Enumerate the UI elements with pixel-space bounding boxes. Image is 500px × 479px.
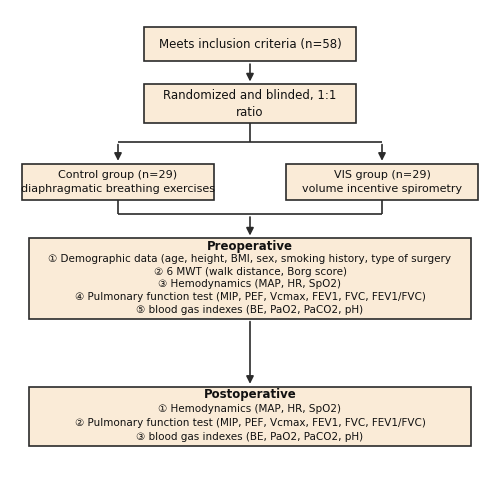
Text: ③ Hemodynamics (MAP, HR, SpO2): ③ Hemodynamics (MAP, HR, SpO2) bbox=[158, 279, 342, 289]
Text: ① Hemodynamics (MAP, HR, SpO2): ① Hemodynamics (MAP, HR, SpO2) bbox=[158, 404, 342, 414]
Text: Meets inclusion criteria (n=58): Meets inclusion criteria (n=58) bbox=[158, 37, 342, 51]
Text: ② Pulmonary function test (MIP, PEF, Vcmax, FEV1, FVC, FEV1/FVC): ② Pulmonary function test (MIP, PEF, Vcm… bbox=[74, 418, 426, 428]
Text: Preoperative: Preoperative bbox=[207, 240, 293, 252]
Bar bbox=[29, 387, 471, 446]
Text: VIS group (n=29)
volume incentive spirometry: VIS group (n=29) volume incentive spirom… bbox=[302, 171, 462, 194]
Text: Postoperative: Postoperative bbox=[204, 388, 296, 401]
Text: ④ Pulmonary function test (MIP, PEF, Vcmax, FEV1, FVC, FEV1/FVC): ④ Pulmonary function test (MIP, PEF, Vcm… bbox=[74, 292, 426, 302]
Bar bbox=[29, 239, 471, 319]
Bar bbox=[286, 164, 478, 200]
Text: ③ blood gas indexes (BE, PaO2, PaCO2, pH): ③ blood gas indexes (BE, PaO2, PaCO2, pH… bbox=[136, 432, 364, 442]
Bar bbox=[144, 84, 356, 124]
Text: Control group (n=29)
diaphragmatic breathing exercises: Control group (n=29) diaphragmatic breat… bbox=[21, 171, 215, 194]
Text: ② 6 MWT (walk distance, Borg score): ② 6 MWT (walk distance, Borg score) bbox=[154, 266, 346, 276]
Bar bbox=[144, 27, 356, 61]
Text: ⑤ blood gas indexes (BE, PaO2, PaCO2, pH): ⑤ blood gas indexes (BE, PaO2, PaCO2, pH… bbox=[136, 305, 364, 315]
Text: Randomized and blinded, 1:1
ratio: Randomized and blinded, 1:1 ratio bbox=[164, 89, 336, 119]
Bar bbox=[22, 164, 214, 200]
Text: ① Demographic data (age, height, BMI, sex, smoking history, type of surgery: ① Demographic data (age, height, BMI, se… bbox=[48, 254, 452, 264]
